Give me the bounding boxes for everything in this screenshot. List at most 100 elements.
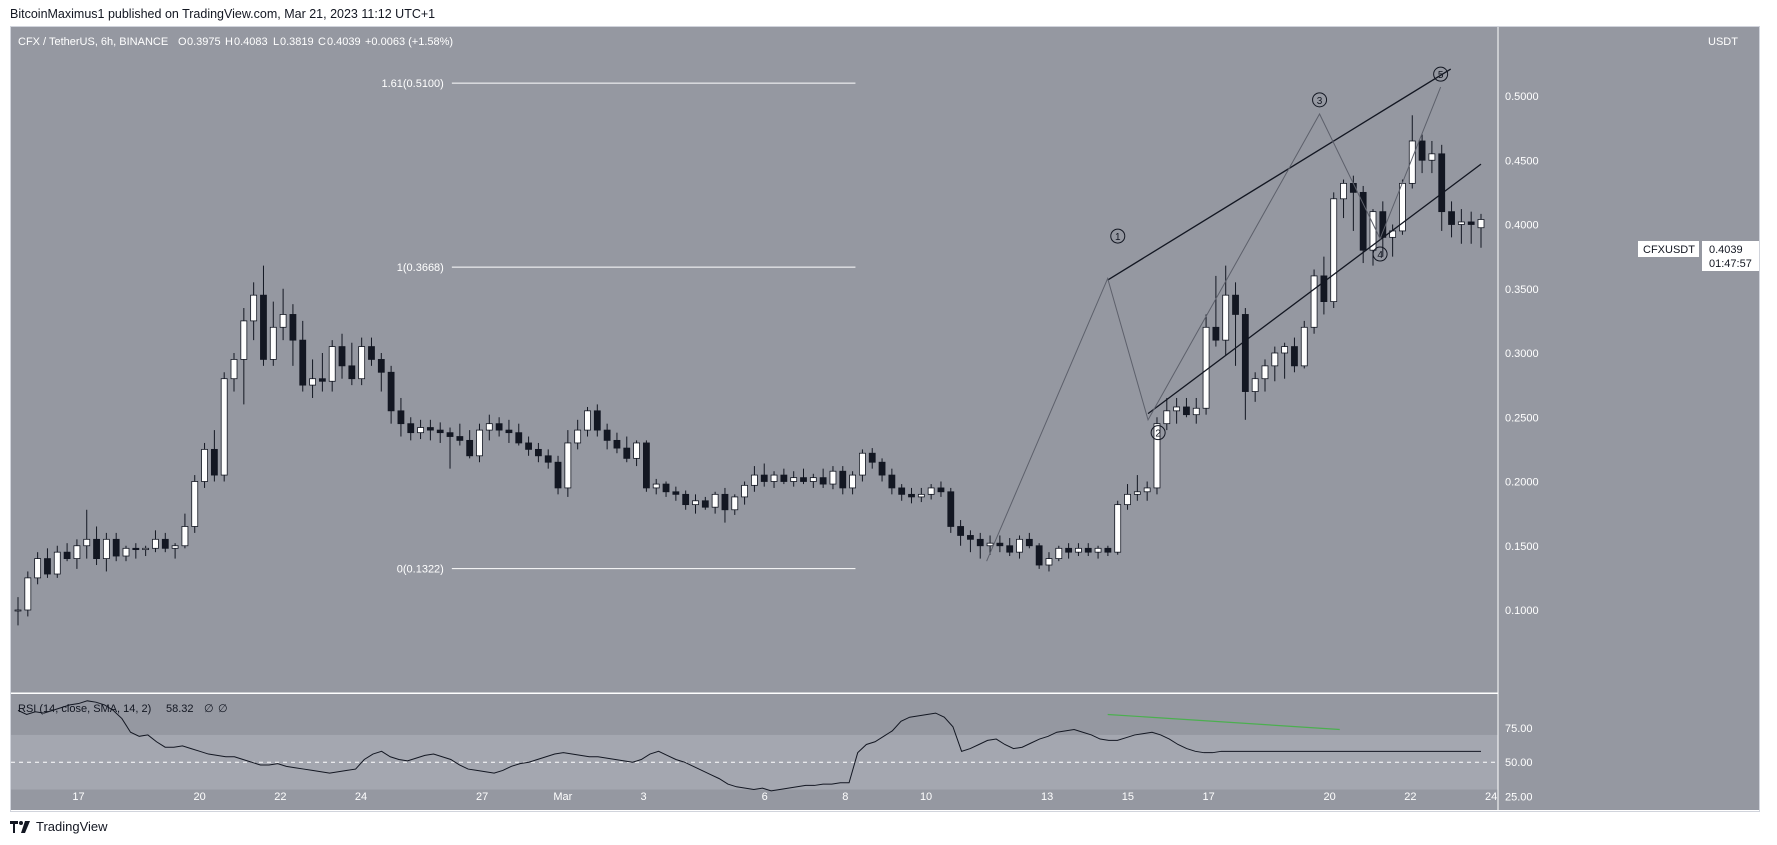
candle-body	[1310, 275, 1318, 328]
fib-retracement[interactable]: 1.61(0.5100) 1(0.3668) 0(0.1322)	[381, 78, 856, 576]
candle-body	[731, 496, 739, 511]
candle	[1163, 397, 1171, 431]
candle-body	[1035, 545, 1043, 566]
candle-body	[240, 320, 248, 360]
candle	[878, 458, 886, 482]
legend-l-value: 0.3819	[280, 36, 314, 48]
candle-body	[338, 346, 346, 367]
wave-path[interactable]	[986, 86, 1442, 562]
candle-body	[760, 474, 768, 482]
candle-body	[1477, 219, 1485, 229]
candle-body	[711, 493, 719, 508]
channel-lower-line[interactable]	[1147, 163, 1482, 415]
candle-body	[1045, 558, 1053, 566]
wave-label-circle	[1312, 92, 1328, 108]
candle	[1241, 308, 1249, 420]
candle	[525, 436, 532, 456]
candle-body	[456, 436, 464, 441]
candle-body	[1281, 346, 1289, 354]
candle-body	[643, 442, 650, 489]
candle	[73, 539, 81, 569]
candle-body	[1457, 221, 1465, 225]
wave-label[interactable]: 3	[1312, 92, 1328, 108]
candle	[495, 417, 503, 437]
rsi-indicator	[17, 700, 1481, 792]
candle	[1065, 543, 1073, 559]
wave-label-circle	[1433, 66, 1449, 82]
rsi-band	[11, 734, 1498, 790]
candle-body	[230, 359, 238, 380]
candle-body	[1143, 487, 1151, 493]
candle	[957, 520, 965, 546]
candle	[790, 471, 798, 487]
candle	[181, 513, 189, 549]
time-axis[interactable]: 17 20 22 24 27 Mar 3 6 8 10 13 15 17 20 22 24	[72, 791, 1497, 803]
candle	[1251, 372, 1259, 402]
candle	[152, 530, 159, 553]
price-tick-label: 0.1000	[1505, 605, 1539, 617]
candle-body	[1124, 493, 1131, 506]
ascending-channel[interactable]	[1107, 68, 1482, 415]
wave-label[interactable]: 4	[1372, 246, 1388, 262]
candle-body	[1330, 198, 1338, 303]
candle	[1359, 185, 1367, 264]
candle	[967, 530, 974, 553]
candle	[1291, 337, 1298, 373]
time-tick-label: 17	[1202, 791, 1214, 803]
candle-body	[1133, 491, 1141, 495]
wave-label-circle	[1110, 228, 1126, 244]
candle-body	[279, 314, 287, 328]
candle	[1192, 397, 1200, 424]
candle	[760, 463, 768, 487]
candle-body	[1320, 275, 1328, 302]
candle-body	[1192, 407, 1200, 416]
time-tick-label: 22	[1404, 791, 1416, 803]
candle-body	[417, 427, 424, 434]
wave-label-text: 1	[1115, 232, 1121, 243]
candle-body	[957, 526, 965, 536]
candle-body	[1438, 153, 1446, 213]
rsi-tick-label: 50.00	[1505, 757, 1533, 769]
candle-body	[318, 378, 326, 382]
candle-body	[1183, 406, 1190, 416]
candle-body	[1271, 352, 1279, 367]
legend-o-label: O	[178, 36, 187, 48]
candle	[1457, 209, 1465, 244]
price-axis[interactable]: 0.5000 0.4500 0.4000 0.3500 0.3000 0.2500 0.20…	[1505, 91, 1539, 803]
candle	[1025, 532, 1033, 549]
time-tick-label: 27	[476, 791, 488, 803]
candle-body	[1408, 140, 1416, 184]
price-tick-label: 0.2000	[1505, 477, 1539, 489]
candle	[102, 532, 110, 572]
candle	[1271, 346, 1279, 382]
candle-body	[1173, 406, 1181, 412]
candle-body	[976, 538, 984, 547]
candle-body	[1094, 547, 1102, 553]
elliott-wave[interactable]: 1 2 3 4 5	[986, 66, 1449, 562]
candle-body	[574, 429, 582, 444]
footer-brand: TradingView	[36, 819, 108, 834]
candle	[554, 455, 562, 495]
candle-body	[1016, 538, 1023, 553]
candle-body	[485, 423, 493, 431]
wave-label[interactable]: 5	[1433, 66, 1449, 82]
candle-body	[809, 477, 817, 482]
candle-body	[868, 452, 876, 463]
candle	[652, 478, 660, 495]
candle	[171, 543, 179, 559]
footer: TradingView	[10, 819, 108, 834]
time-tick-label: 17	[72, 791, 84, 803]
candle	[328, 340, 336, 392]
candle	[751, 466, 758, 492]
candle-body	[623, 447, 631, 459]
candle	[1448, 201, 1455, 238]
candle	[1340, 179, 1347, 219]
candle	[93, 526, 100, 566]
wave-label[interactable]: 2	[1150, 425, 1166, 441]
candle-body	[593, 410, 601, 431]
candle-body	[201, 448, 208, 482]
candle	[662, 481, 670, 497]
wave-label[interactable]: 1	[1110, 228, 1126, 244]
channel-upper-line[interactable]	[1107, 68, 1452, 281]
